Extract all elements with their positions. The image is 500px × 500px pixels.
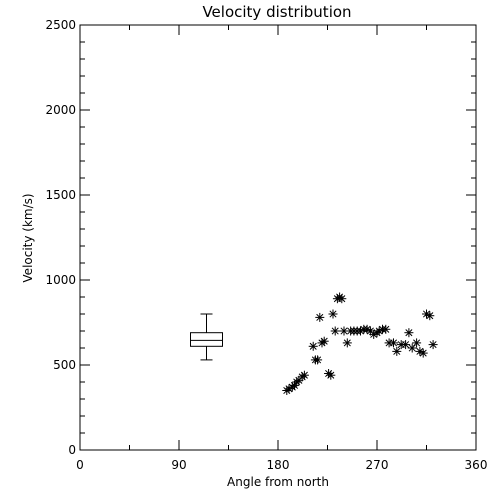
data-point (299, 370, 309, 380)
data-point (342, 338, 352, 348)
y-axis-label: Velocity (km/s) (21, 193, 35, 282)
y-tick-label: 0 (68, 443, 76, 457)
data-point (337, 294, 347, 304)
y-tick-label: 2500 (45, 18, 76, 32)
y-tick-label: 1500 (45, 188, 76, 202)
x-tick-label: 0 (76, 458, 84, 472)
data-point (326, 370, 336, 380)
data-point (315, 312, 325, 322)
data-point (328, 309, 338, 319)
y-tick-label: 1000 (45, 273, 76, 287)
boxplot-box (190, 332, 223, 347)
data-point (418, 348, 428, 358)
data-point (308, 341, 318, 351)
data-point (392, 346, 402, 356)
chart-title: Velocity distribution (202, 3, 351, 21)
x-tick-label: 360 (465, 458, 488, 472)
boxplot (190, 313, 223, 361)
scatter-points (282, 292, 438, 395)
data-point (389, 338, 398, 348)
data-point (428, 340, 438, 350)
x-tick-label: 90 (171, 458, 186, 472)
y-tick-label: 2000 (45, 103, 76, 117)
data-point (313, 355, 323, 365)
data-point (404, 328, 414, 338)
plot-frame (79, 24, 477, 451)
y-tick-label: 500 (53, 358, 76, 372)
x-tick-label: 270 (366, 458, 389, 472)
data-point (412, 338, 422, 348)
data-point (425, 311, 435, 321)
axis-ticks (79, 24, 477, 451)
x-axis-label: Angle from north (227, 475, 329, 489)
data-point (319, 336, 329, 346)
data-point (330, 326, 340, 336)
data-point (381, 324, 391, 334)
axis-tick-labels: 0 90 180 270 360 0 500 1000 1500 2000 2500 (45, 18, 487, 472)
data-point (401, 340, 411, 350)
x-tick-label: 180 (267, 458, 290, 472)
